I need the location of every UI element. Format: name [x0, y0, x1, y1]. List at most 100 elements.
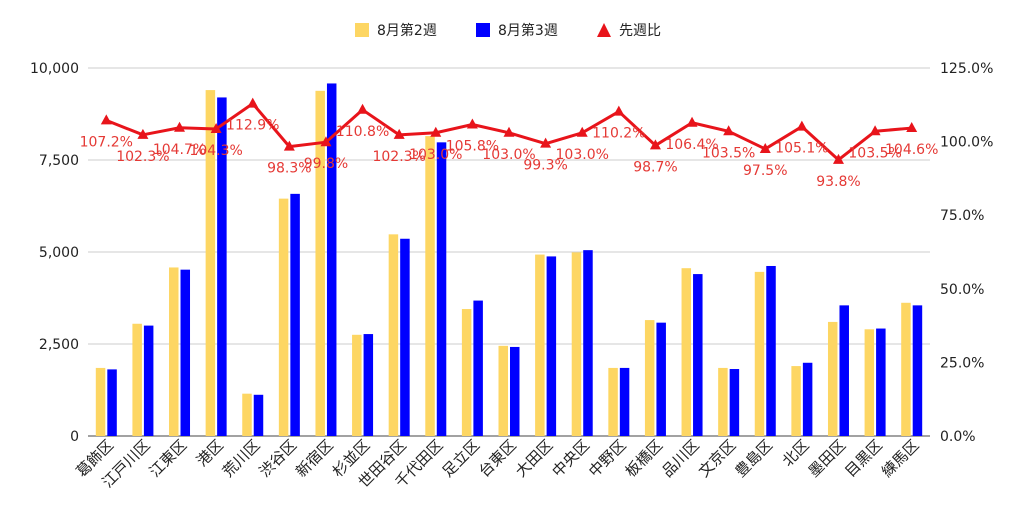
- ratio-data-label: 99.3%: [523, 158, 567, 174]
- bar-week3: [253, 394, 264, 436]
- left-axis-tick-label: 7,500: [39, 153, 79, 169]
- bar-week3: [180, 269, 191, 436]
- ratio-marker: [357, 103, 369, 114]
- left-axis-tick-label: 10,000: [30, 61, 79, 77]
- category-label: 中央区: [548, 436, 593, 481]
- ratio-data-label: 97.5%: [743, 163, 787, 179]
- ratio-marker: [613, 105, 625, 116]
- ratio-data-label: 98.3%: [267, 161, 311, 177]
- ratio-data-label: 103.5%: [848, 145, 901, 161]
- ratio-data-label: 103.0%: [482, 147, 535, 163]
- right-axis-tick-label: 0.0%: [940, 429, 976, 445]
- ratio-data-label: 107.2%: [80, 134, 133, 150]
- left-axis-tick-label: 5,000: [39, 245, 79, 261]
- bar-week2: [169, 267, 179, 436]
- right-axis-tick-label: 100.0%: [940, 135, 993, 151]
- category-label: 目黒区: [841, 436, 886, 481]
- legend-swatch: [355, 23, 369, 37]
- ratio-data-label: 103.0%: [409, 147, 462, 163]
- ratio-marker: [649, 139, 661, 150]
- ratio-marker: [210, 122, 222, 133]
- bar-week3: [473, 300, 483, 436]
- bar-week3: [363, 334, 374, 436]
- ratio-data-label: 104.3%: [189, 143, 242, 159]
- bar-week2: [681, 268, 692, 436]
- bar-week3: [583, 250, 593, 436]
- left-axis-tick-label: 2,500: [39, 337, 79, 353]
- grid-lines: [88, 67, 930, 437]
- bar-week2: [718, 367, 728, 436]
- ratio-data-label: 102.3%: [372, 149, 425, 165]
- bar-week2: [901, 302, 911, 436]
- ratio-data-label: 106.4%: [665, 137, 718, 153]
- bar-week3: [143, 325, 154, 436]
- ratio-data-label: 104.6%: [885, 142, 938, 158]
- ratio-line-series: 107.2%102.3%104.7%104.3%112.9%98.3%99.8%…: [80, 97, 938, 190]
- bar-week3: [839, 305, 849, 436]
- right-axis-tick-label: 125.0%: [940, 61, 993, 77]
- ratio-marker: [393, 128, 405, 139]
- bar-week2: [498, 345, 508, 436]
- legend-label: 先週比: [619, 23, 661, 39]
- bar-week3: [656, 322, 666, 436]
- bar-week2: [754, 271, 765, 436]
- bar-week2: [608, 367, 618, 436]
- category-label: 荒川区: [219, 436, 264, 481]
- bar-week2: [205, 90, 216, 436]
- left-axis-tick-label: 0: [70, 429, 79, 445]
- ratio-marker: [723, 125, 735, 136]
- category-label: 練馬区: [878, 436, 923, 481]
- category-label: 文京区: [695, 436, 740, 481]
- category-label: 足立区: [439, 436, 484, 481]
- ratio-data-label: 103.0%: [556, 147, 609, 163]
- bar-week3: [876, 328, 886, 436]
- category-label: 板橋区: [622, 436, 667, 481]
- ratio-data-label: 110.2%: [592, 126, 645, 142]
- right-axis-tick-label: 25.0%: [940, 355, 984, 371]
- category-label: 品川区: [658, 436, 703, 481]
- bar-week2: [352, 334, 362, 436]
- bar-week3: [729, 369, 740, 436]
- ratio-data-label: 105.8%: [446, 139, 499, 155]
- ratio-marker: [247, 97, 259, 108]
- bar-week2: [95, 367, 106, 436]
- bar-week3: [912, 305, 923, 436]
- bar-week2: [278, 198, 289, 436]
- ratio-marker: [137, 128, 149, 139]
- ratio-marker: [283, 140, 295, 151]
- right-axis-ticks: 0.0% 25.0% 50.0% 75.0% 100.0% 125.0%: [940, 61, 993, 445]
- bar-week2: [425, 136, 435, 436]
- ratio-marker: [100, 114, 112, 125]
- ratio-marker: [832, 153, 844, 164]
- ratio-marker: [759, 142, 771, 153]
- bar-week3: [510, 346, 520, 436]
- ratio-marker: [576, 126, 588, 137]
- bar-week2: [132, 323, 142, 436]
- bar-week2: [535, 254, 545, 436]
- bar-week2: [864, 329, 875, 436]
- legend-swatch: [476, 23, 490, 37]
- bar-week3: [290, 193, 300, 436]
- bar-week2: [791, 366, 801, 436]
- category-label: 渋谷区: [256, 436, 301, 481]
- ratio-marker: [686, 116, 698, 127]
- bar-series: [95, 83, 923, 437]
- ratio-marker: [466, 118, 478, 129]
- bar-week2: [461, 309, 472, 436]
- category-label: 大田区: [512, 436, 557, 481]
- ratio-data-label: 110.8%: [336, 124, 389, 140]
- bar-week3: [400, 238, 410, 436]
- ratio-marker: [430, 126, 442, 137]
- ratio-data-label: 112.9%: [226, 118, 279, 134]
- bar-week2: [827, 321, 838, 436]
- ratio-marker: [503, 126, 515, 137]
- right-axis-tick-label: 50.0%: [940, 282, 984, 298]
- ratio-data-label: 103.5%: [702, 145, 755, 161]
- bar-week2: [242, 393, 252, 436]
- bar-week3: [693, 274, 703, 436]
- category-label: 新宿区: [292, 436, 337, 481]
- ratio-marker: [906, 122, 918, 133]
- ratio-data-label: 104.7%: [153, 142, 206, 158]
- ratio-marker: [540, 137, 552, 148]
